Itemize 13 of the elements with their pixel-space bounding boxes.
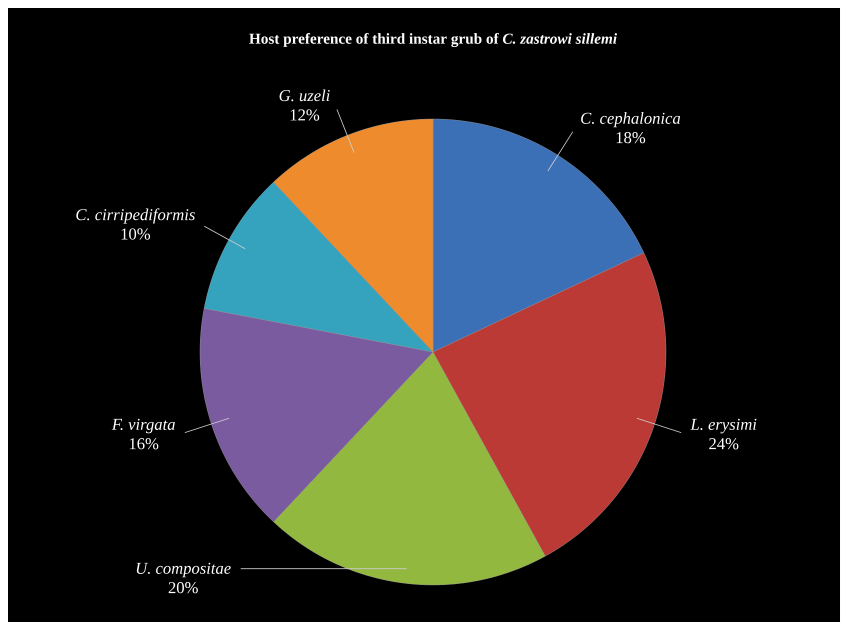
data-label: 16% <box>130 438 158 450</box>
data-label: 12% <box>290 109 320 121</box>
slice-label: C. cirripediformis <box>76 208 195 224</box>
slice-label: F. virgata <box>112 418 175 434</box>
slice-label: G. uzeli <box>280 89 330 102</box>
data-label: 24% <box>709 438 738 450</box>
slice-label: L. erysimi <box>690 418 756 434</box>
slice-label: U. compositae <box>136 562 231 578</box>
data-label: 10% <box>122 228 150 240</box>
slice-label: C. cephalonica <box>581 112 680 128</box>
chart-title: Host preference of third instar grub of C. zastrowi sillemi <box>249 32 617 48</box>
data-label: 18% <box>616 132 646 144</box>
data-label: 20% <box>168 582 198 594</box>
